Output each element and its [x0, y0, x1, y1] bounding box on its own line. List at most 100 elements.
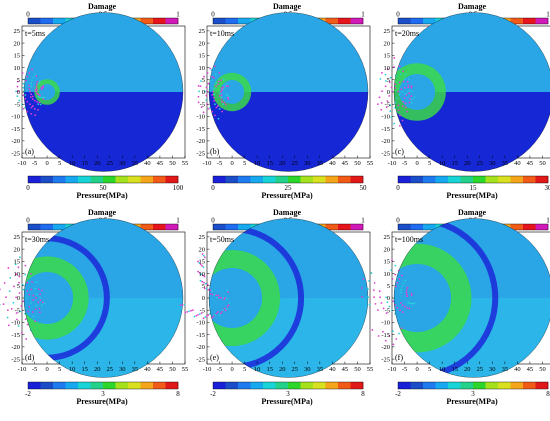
- x-tick-label: 10: [69, 160, 76, 167]
- fragment-particle: [23, 108, 25, 110]
- y-tick-label: 20: [199, 246, 206, 253]
- x-tick-label: 40: [329, 366, 336, 373]
- panel-time: t=30ms: [25, 235, 49, 244]
- fragment-particle: [30, 302, 32, 304]
- y-tick-label: 20: [14, 40, 21, 47]
- fragment-particle: [42, 85, 44, 87]
- fragment-particle: [409, 98, 411, 100]
- pressure-colorbar-title: Pressure(MPa): [261, 397, 313, 406]
- y-tick-label: -25: [11, 150, 20, 157]
- pressure-color-swatch: [326, 382, 339, 389]
- fragment-particle: [223, 79, 225, 81]
- fragment-particle: [39, 299, 41, 301]
- fragment-particle: [406, 295, 408, 297]
- y-tick-label: 10: [384, 271, 391, 278]
- pressure-tick-label: 8: [546, 390, 550, 398]
- panel-label: (f): [395, 353, 403, 362]
- y-tick-label: 25: [384, 28, 391, 35]
- panel-time: t=10ms: [210, 29, 234, 38]
- fragment-particle: [38, 82, 40, 84]
- pressure-color-swatch: [288, 176, 301, 183]
- fragment-particle: [367, 296, 369, 298]
- fragment-particle: [203, 255, 205, 257]
- pressure-color-swatch: [91, 382, 104, 389]
- fragment-particle: [28, 72, 30, 74]
- pressure-color-swatch: [423, 176, 436, 183]
- fragment-particle: [33, 316, 35, 318]
- panel-5: Damage00.51t=100ms(f)2520151050-5-10-15-…: [339, 208, 550, 406]
- fragment-particle: [219, 108, 221, 110]
- pressure-color-swatch: [473, 382, 486, 389]
- x-tick-label: 15: [266, 366, 273, 373]
- fragment-particle: [405, 106, 407, 108]
- pressure-tick-label: 100: [173, 184, 184, 192]
- y-tick-label: 15: [199, 53, 206, 60]
- fragment-particle: [385, 85, 387, 87]
- fragment-particle: [379, 96, 381, 98]
- y-tick-label: 15: [14, 259, 21, 266]
- fragment-particle: [217, 105, 219, 107]
- fragment-particle: [377, 309, 379, 311]
- x-tick-label: 50: [169, 366, 176, 373]
- fragment-particle: [395, 338, 397, 340]
- pressure-color-swatch: [398, 176, 411, 183]
- fragment-particle: [402, 311, 404, 313]
- fragment-particle: [400, 291, 402, 293]
- x-tick-label: -5: [217, 160, 222, 167]
- fragment-particle: [211, 290, 213, 292]
- fragment-particle: [397, 91, 399, 93]
- fragment-particle: [17, 86, 19, 88]
- y-tick-label: 0: [202, 89, 205, 96]
- pressure-color-swatch: [486, 176, 499, 183]
- y-tick-label: -15: [11, 126, 20, 133]
- fragment-particle: [22, 72, 24, 74]
- fragment-particle: [39, 102, 41, 104]
- x-tick-label: -5: [32, 160, 37, 167]
- pressure-color-swatch: [128, 382, 141, 389]
- fragment-particle: [34, 320, 36, 322]
- panel-4: Damage00.51t=50ms(e)2520151050-5-10-15-2…: [163, 208, 373, 406]
- fragment-particle: [13, 302, 15, 304]
- fragment-particle: [405, 102, 407, 104]
- y-tick-label: 5: [202, 77, 205, 84]
- fragment-particle: [381, 302, 383, 304]
- fragment-particle: [25, 80, 27, 82]
- fragment-particle: [34, 114, 36, 116]
- y-tick-label: -10: [11, 114, 20, 121]
- pressure-color-swatch: [66, 382, 79, 389]
- damage-color-swatch: [338, 18, 351, 24]
- x-tick-label: 15: [81, 366, 88, 373]
- fragment-particle: [213, 88, 215, 90]
- fragment-particle: [30, 96, 32, 98]
- fragment-particle: [406, 289, 408, 291]
- fragment-particle: [215, 82, 217, 84]
- pressure-tick-label: 30: [545, 184, 550, 192]
- pressure-color-swatch: [276, 176, 289, 183]
- fragment-particle: [210, 293, 212, 295]
- x-tick-label: 25: [477, 366, 484, 373]
- fragment-particle: [223, 88, 225, 90]
- damage-tick-label: 1: [361, 11, 365, 19]
- pressure-color-swatch: [251, 382, 264, 389]
- fragment-particle: [18, 266, 20, 268]
- fragment-particle: [394, 83, 396, 85]
- x-tick-label: 35: [502, 366, 509, 373]
- pressure-color-swatch: [226, 382, 239, 389]
- y-tick-label: -20: [381, 344, 390, 351]
- pressure-color-swatch: [53, 176, 66, 183]
- fragment-particle: [30, 273, 32, 275]
- fragment-particle: [390, 77, 392, 79]
- fragment-particle: [227, 85, 229, 87]
- x-tick-label: 30: [119, 366, 126, 373]
- fragment-particle: [217, 311, 219, 313]
- pressure-color-swatch: [511, 176, 524, 183]
- damage-tick-label: 0: [26, 217, 30, 225]
- fragment-particle: [29, 103, 31, 105]
- fragment-particle: [19, 292, 21, 294]
- x-tick-label: 40: [514, 160, 521, 167]
- damage-tick-label: 0: [211, 217, 215, 225]
- fragment-particle: [213, 77, 215, 79]
- fragment-particle: [209, 289, 211, 291]
- fragment-particle: [3, 303, 5, 305]
